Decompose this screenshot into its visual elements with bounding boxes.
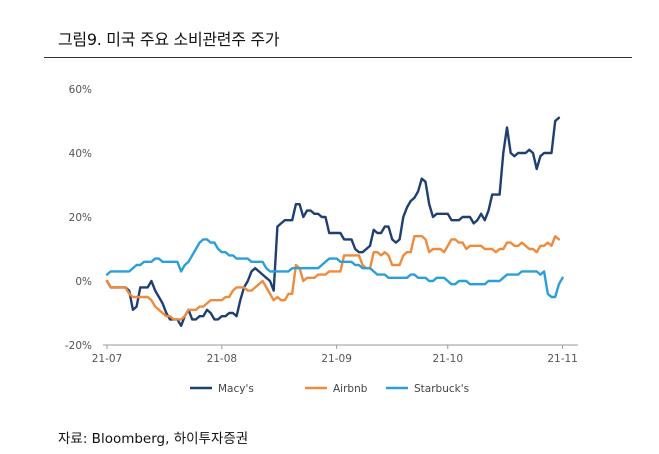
y-tick-label: 0%	[75, 276, 92, 288]
y-tick-label: -20%	[65, 340, 92, 352]
series-line-airbnb	[105, 235, 561, 321]
legend-label: Airbnb	[333, 383, 368, 395]
y-tick-label: 60%	[69, 84, 92, 96]
x-tick-label: 21-09	[321, 353, 352, 365]
title-divider	[44, 57, 632, 58]
figure-title: 그림9. 미국 주요 소비관련주 주가	[58, 30, 280, 49]
y-tick-label: 40%	[69, 148, 92, 160]
series-line-macy-s	[105, 116, 561, 327]
series-line-starbuck-s	[105, 238, 564, 299]
x-tick-label: 21-11	[547, 353, 578, 365]
legend-label: Macy's	[218, 383, 254, 395]
x-tick-label: 21-08	[207, 353, 238, 365]
y-tick-label: 20%	[69, 212, 92, 224]
legend-label: Starbuck's	[414, 383, 469, 395]
x-tick-label: 21-07	[92, 353, 123, 365]
x-tick-label: 21-10	[433, 353, 464, 365]
source-note: 자료: Bloomberg, 하이투자증권	[58, 431, 249, 447]
